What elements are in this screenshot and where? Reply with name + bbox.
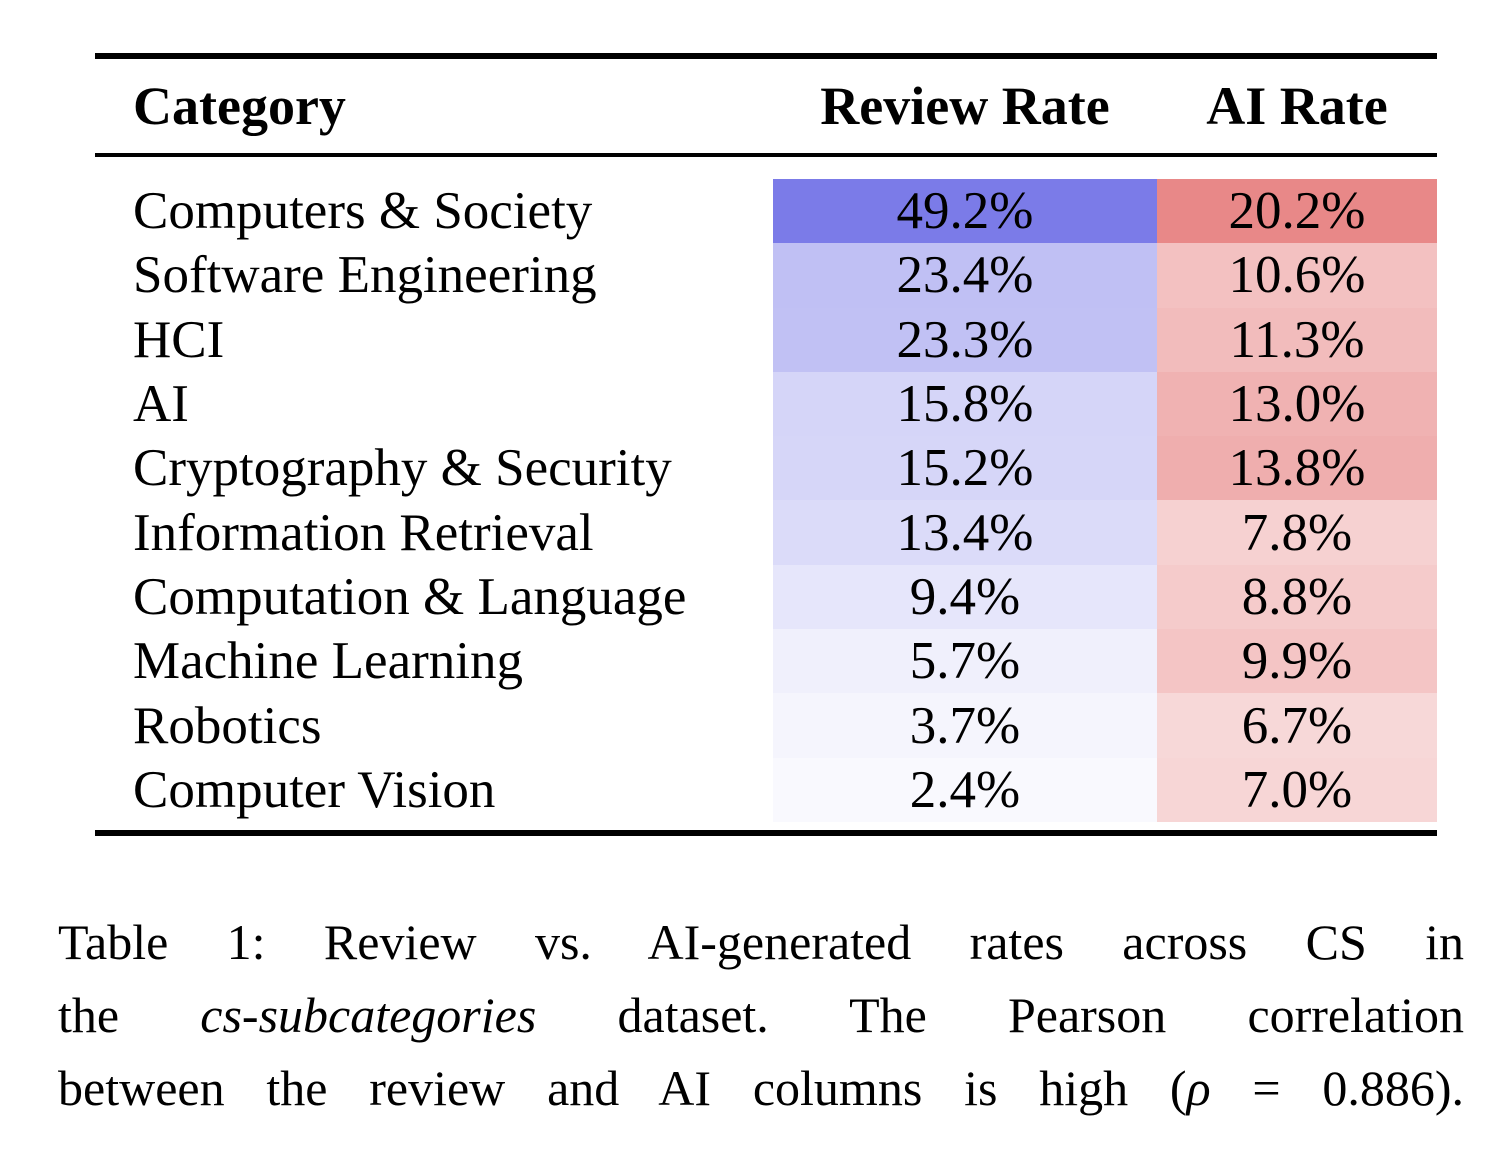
table-body: Computers & Society 49.2% 20.2% Software En…	[95, 179, 1437, 822]
table-bottom-rule	[95, 829, 1437, 836]
table-row: Computers & Society 49.2% 20.2%	[95, 179, 1437, 244]
review-rate-cell: 23.4%	[773, 243, 1157, 308]
ai-rate-cell: 8.8%	[1157, 564, 1437, 630]
ai-rate-cell: 7.8%	[1157, 500, 1437, 565]
ai-rate-cell: 13.0%	[1157, 371, 1437, 437]
ai-rate-cell: 6.7%	[1157, 693, 1437, 758]
table-row: Computation & Language 9.4% 8.8%	[95, 564, 1437, 630]
caption-text-segment: = 0.886).	[1210, 1060, 1464, 1116]
ai-rate-cell: 10.6%	[1157, 243, 1437, 308]
caption-text-segment: Table 1: Review vs. AI-generated rates a…	[58, 914, 1464, 970]
table-row: Software Engineering 23.4% 10.6%	[95, 243, 1437, 308]
caption-text-segment: between the review and AI columns is hig…	[58, 1060, 1187, 1116]
caption-text-segment: dataset. The Pearson correlation	[536, 987, 1464, 1043]
table-row: Cryptography & Security 15.2% 13.8%	[95, 436, 1437, 501]
table-header-rule	[95, 153, 1437, 157]
table-row: Robotics 3.7% 6.7%	[95, 693, 1437, 758]
review-rate-cell: 3.7%	[773, 693, 1157, 758]
category-cell: HCI	[133, 310, 225, 369]
review-rate-cell: 23.3%	[773, 307, 1157, 372]
table-caption: Table 1: Review vs. AI-generated rates a…	[58, 906, 1464, 1125]
review-rate-cell: 49.2%	[773, 179, 1157, 244]
column-header-category: Category	[133, 76, 346, 136]
table-top-rule	[95, 53, 1437, 59]
review-rate-cell: 2.4%	[773, 757, 1157, 822]
category-cell: Cryptography & Security	[133, 439, 672, 498]
category-cell: Software Engineering	[133, 246, 597, 305]
category-cell: Computers & Society	[133, 182, 593, 241]
review-rate-cell: 15.2%	[773, 436, 1157, 501]
caption-line: the cs-subcategories dataset. The Pearso…	[58, 979, 1464, 1052]
category-cell: Machine Learning	[133, 632, 523, 691]
table-row: AI 15.8% 13.0%	[95, 371, 1437, 437]
caption-line: Table 1: Review vs. AI-generated rates a…	[58, 906, 1464, 979]
ai-rate-cell: 7.0%	[1157, 757, 1437, 822]
ai-rate-cell: 9.9%	[1157, 629, 1437, 694]
category-cell: Computer Vision	[133, 760, 496, 819]
category-cell: Information Retrieval	[133, 503, 594, 562]
table-1: Category Review Rate AI Rate Computers &…	[95, 53, 1437, 836]
table-row: Computer Vision 2.4% 7.0%	[95, 757, 1437, 822]
column-header-ai-rate: AI Rate	[1206, 76, 1388, 136]
category-cell: AI	[133, 375, 189, 434]
table-row: HCI 23.3% 11.3%	[95, 307, 1437, 372]
table-row: Machine Learning 5.7% 9.9%	[95, 629, 1437, 694]
review-rate-cell: 13.4%	[773, 500, 1157, 565]
caption-line: between the review and AI columns is hig…	[58, 1052, 1464, 1125]
table-row: Information Retrieval 13.4% 7.8%	[95, 500, 1437, 565]
caption-italic-segment: ρ	[1186, 1060, 1211, 1116]
category-cell: Computation & Language	[133, 567, 687, 626]
caption-text-segment: the	[58, 987, 201, 1043]
review-rate-cell: 15.8%	[773, 371, 1157, 437]
column-header-review-rate: Review Rate	[820, 76, 1110, 136]
ai-rate-cell: 20.2%	[1157, 179, 1437, 244]
ai-rate-cell: 13.8%	[1157, 436, 1437, 501]
caption-italic-segment: cs-subcategories	[200, 987, 537, 1043]
ai-rate-cell: 11.3%	[1157, 307, 1437, 372]
category-cell: Robotics	[133, 696, 322, 755]
review-rate-cell: 9.4%	[773, 564, 1157, 630]
review-rate-cell: 5.7%	[773, 629, 1157, 694]
table-header-row: Category Review Rate AI Rate	[95, 59, 1437, 153]
